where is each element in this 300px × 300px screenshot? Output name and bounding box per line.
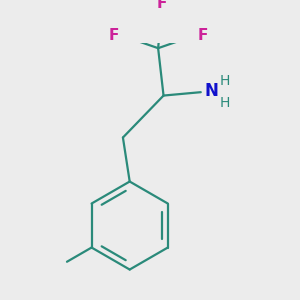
Text: H: H xyxy=(220,74,230,88)
Text: F: F xyxy=(108,28,118,44)
Text: F: F xyxy=(156,0,167,11)
Text: F: F xyxy=(198,28,208,44)
Text: H: H xyxy=(220,96,230,110)
Text: N: N xyxy=(205,82,219,100)
